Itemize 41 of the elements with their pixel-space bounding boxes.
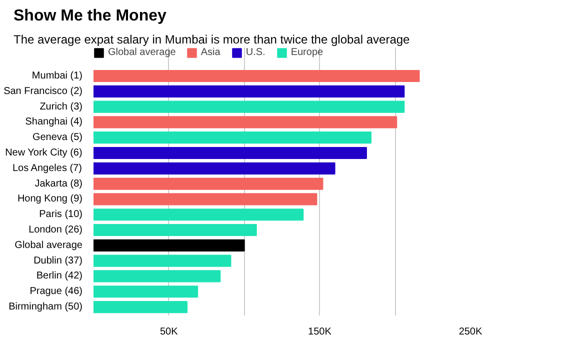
bar — [94, 239, 245, 252]
y-tick-label: Mumbai (1) — [32, 70, 83, 82]
y-tick-label: San Francisco (2) — [4, 86, 83, 97]
bar — [94, 224, 257, 236]
bar — [94, 146, 367, 160]
y-tick-label: Birmingham (50) — [8, 302, 83, 313]
bar — [94, 270, 221, 282]
legend-label: Global average — [108, 47, 176, 58]
bar — [94, 100, 405, 113]
bar — [94, 162, 336, 174]
y-tick-label: Zurich (3) — [40, 101, 83, 112]
bar — [94, 116, 398, 128]
legend-label: Asia — [200, 47, 221, 58]
legend-label: U.S. — [246, 47, 266, 58]
y-tick-label: Jakarta (8) — [34, 178, 83, 190]
y-tick-label: Los Angeles (7) — [12, 162, 82, 174]
y-tick-label: New York City (6) — [5, 148, 82, 159]
bar — [94, 208, 304, 221]
y-tick-label: Berlin (42) — [36, 270, 83, 282]
chart-title: Show Me the Money — [14, 8, 166, 24]
bar — [94, 132, 372, 144]
x-tick-label: 250K — [458, 326, 483, 338]
x-tick-label: 50K — [160, 326, 178, 338]
y-tick-label: Paris (10) — [39, 209, 83, 220]
legend-label: Europe — [290, 47, 324, 58]
y-tick-label: Global average — [14, 240, 83, 251]
bar — [94, 286, 198, 298]
bar — [94, 254, 232, 267]
bar — [94, 85, 405, 98]
x-tick-label: 150K — [308, 326, 332, 338]
bar — [94, 70, 420, 82]
y-tick-label: Prague (46) — [30, 286, 83, 298]
y-tick-label: London (26) — [28, 224, 83, 236]
y-tick-label: Hong Kong (9) — [17, 194, 83, 205]
y-tick-label: Dublin (37) — [34, 255, 83, 266]
y-tick-label: Shanghai (4) — [25, 116, 83, 128]
bar — [94, 178, 324, 190]
bar — [94, 193, 318, 206]
y-tick-label: Geneva (5) — [32, 132, 83, 144]
bar — [94, 300, 188, 314]
chart-subtitle: The average expat salary in Mumbai is more than twice the global average — [14, 32, 410, 46]
